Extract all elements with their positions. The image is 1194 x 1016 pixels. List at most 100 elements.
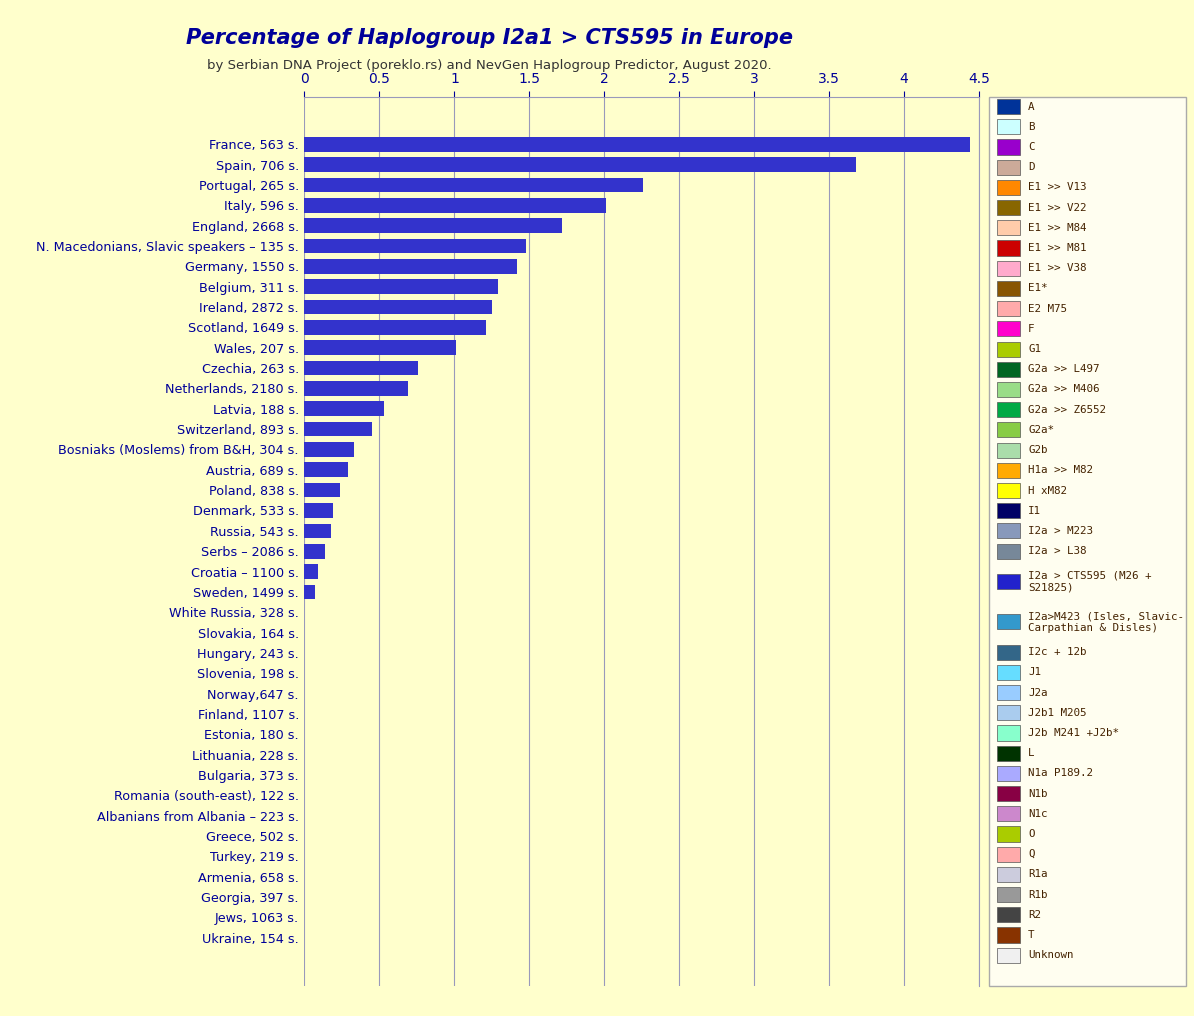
Text: O: O xyxy=(1028,829,1034,839)
Bar xyxy=(304,198,605,212)
Bar xyxy=(997,523,1020,538)
Bar xyxy=(997,220,1020,236)
Bar xyxy=(997,241,1020,256)
Text: R1b: R1b xyxy=(1028,890,1047,899)
Text: G2a >> Z6552: G2a >> Z6552 xyxy=(1028,404,1106,415)
Bar xyxy=(997,574,1020,589)
Text: J1: J1 xyxy=(1028,668,1041,678)
Bar xyxy=(304,259,517,273)
Text: I2a>M423 (Isles, Slavic-
Carpathian & Disles): I2a>M423 (Isles, Slavic- Carpathian & Di… xyxy=(1028,611,1184,633)
Bar xyxy=(997,826,1020,841)
Text: F: F xyxy=(1028,324,1034,334)
Bar xyxy=(997,664,1020,680)
Bar xyxy=(304,361,418,375)
Bar xyxy=(304,401,384,417)
Text: I2c + 12b: I2c + 12b xyxy=(1028,647,1087,657)
Bar xyxy=(997,462,1020,478)
Text: Unknown: Unknown xyxy=(1028,950,1073,960)
Bar xyxy=(997,382,1020,397)
Bar xyxy=(304,239,527,253)
Text: J2b M241 +J2b*: J2b M241 +J2b* xyxy=(1028,727,1119,738)
Text: E1*: E1* xyxy=(1028,283,1047,294)
Text: J2b1 M205: J2b1 M205 xyxy=(1028,708,1087,717)
Bar xyxy=(304,137,970,151)
Bar xyxy=(304,320,486,334)
Bar xyxy=(997,867,1020,882)
Bar xyxy=(997,948,1020,963)
Bar xyxy=(997,615,1020,630)
Bar xyxy=(997,644,1020,659)
Text: R1a: R1a xyxy=(1028,870,1047,880)
Text: E1 >> M81: E1 >> M81 xyxy=(1028,243,1087,253)
Text: by Serbian DNA Project (poreklo.rs) and NevGen Haplogroup Predictor, August 2020: by Serbian DNA Project (poreklo.rs) and … xyxy=(208,59,771,72)
Bar xyxy=(997,846,1020,862)
Bar xyxy=(304,503,333,518)
Bar xyxy=(997,725,1020,741)
Text: Percentage of Haplogroup I2a1 > CTS595 in Europe: Percentage of Haplogroup I2a1 > CTS595 i… xyxy=(186,28,793,49)
Text: R2: R2 xyxy=(1028,909,1041,919)
Bar xyxy=(997,786,1020,802)
Text: N1a P189.2: N1a P189.2 xyxy=(1028,768,1093,778)
Text: H xM82: H xM82 xyxy=(1028,486,1067,496)
Bar xyxy=(997,928,1020,943)
Text: E2 M75: E2 M75 xyxy=(1028,304,1067,314)
Bar xyxy=(304,523,332,538)
Bar xyxy=(997,362,1020,377)
Bar xyxy=(304,584,315,599)
Bar xyxy=(997,483,1020,498)
Bar xyxy=(997,907,1020,923)
Text: N1b: N1b xyxy=(1028,788,1047,799)
Bar xyxy=(304,279,498,294)
Bar xyxy=(997,402,1020,418)
Bar xyxy=(997,766,1020,781)
Bar xyxy=(997,321,1020,336)
Bar xyxy=(997,685,1020,700)
Bar xyxy=(997,301,1020,316)
Text: E1 >> M84: E1 >> M84 xyxy=(1028,223,1087,233)
Bar xyxy=(997,807,1020,821)
Bar xyxy=(997,544,1020,559)
Bar xyxy=(997,280,1020,296)
Bar xyxy=(997,261,1020,275)
Bar xyxy=(997,341,1020,357)
Bar xyxy=(997,443,1020,457)
Text: I1: I1 xyxy=(1028,506,1041,516)
Bar xyxy=(997,705,1020,720)
Text: E1 >> V13: E1 >> V13 xyxy=(1028,183,1087,192)
Text: L: L xyxy=(1028,748,1034,758)
Bar xyxy=(997,887,1020,902)
Text: C: C xyxy=(1028,142,1034,152)
Text: I2a > M223: I2a > M223 xyxy=(1028,526,1093,535)
Bar xyxy=(997,99,1020,114)
Bar xyxy=(997,200,1020,215)
Text: J2a: J2a xyxy=(1028,688,1047,698)
Bar xyxy=(304,381,408,396)
Text: B: B xyxy=(1028,122,1034,132)
Bar xyxy=(304,300,492,314)
Bar xyxy=(304,544,326,559)
Bar xyxy=(997,423,1020,438)
Bar xyxy=(997,160,1020,175)
Bar xyxy=(997,119,1020,134)
Text: G2a*: G2a* xyxy=(1028,425,1054,435)
Text: G2a >> M406: G2a >> M406 xyxy=(1028,384,1100,394)
Text: H1a >> M82: H1a >> M82 xyxy=(1028,465,1093,475)
Text: Q: Q xyxy=(1028,849,1034,860)
Text: T: T xyxy=(1028,930,1034,940)
Text: E1 >> V38: E1 >> V38 xyxy=(1028,263,1087,273)
Text: D: D xyxy=(1028,163,1034,173)
Bar xyxy=(997,746,1020,761)
Bar xyxy=(304,462,347,478)
Text: I2a > CTS595 (M26 +
S21825): I2a > CTS595 (M26 + S21825) xyxy=(1028,571,1151,592)
Bar xyxy=(304,483,340,498)
Text: A: A xyxy=(1028,102,1034,112)
Text: G2a >> L497: G2a >> L497 xyxy=(1028,365,1100,374)
Bar xyxy=(997,139,1020,154)
Bar xyxy=(304,178,644,192)
Text: E1 >> V22: E1 >> V22 xyxy=(1028,202,1087,212)
Text: G2b: G2b xyxy=(1028,445,1047,455)
Text: I2a > L38: I2a > L38 xyxy=(1028,547,1087,556)
Bar xyxy=(304,564,318,579)
Bar xyxy=(997,180,1020,195)
Bar xyxy=(304,340,456,355)
